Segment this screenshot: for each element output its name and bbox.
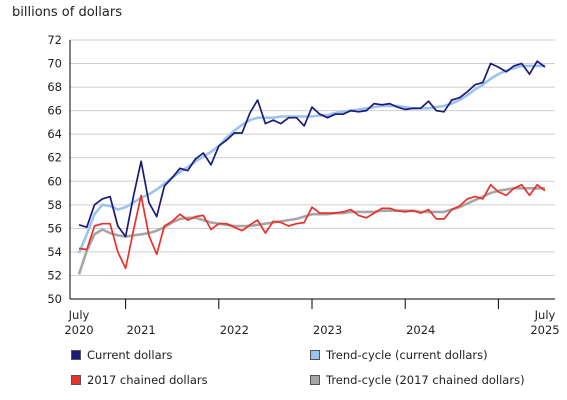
legend-label: Trend-cycle (current dollars) bbox=[326, 348, 488, 362]
y-tick-label: 56 bbox=[47, 221, 62, 235]
x-tick-label: 2020 bbox=[64, 323, 93, 337]
y-tick-label: 66 bbox=[47, 104, 62, 118]
y-tick-label: 62 bbox=[47, 151, 62, 165]
legend-item-current-dollars: Current dollars bbox=[71, 348, 172, 362]
legend-label: 2017 chained dollars bbox=[87, 373, 208, 387]
x-tick-label: 2025 bbox=[530, 323, 559, 337]
x-tick-label: 2024 bbox=[406, 323, 435, 337]
y-tick-label: 72 bbox=[47, 33, 62, 47]
x-tick-label: 2023 bbox=[313, 323, 342, 337]
legend-item-chained-dollars: 2017 chained dollars bbox=[71, 373, 208, 387]
x-tick-label: July bbox=[534, 308, 556, 322]
legend-label: Trend-cycle (2017 chained dollars) bbox=[326, 373, 525, 387]
legend-swatch bbox=[310, 350, 320, 360]
y-tick-label: 60 bbox=[47, 174, 62, 188]
legend-swatch bbox=[71, 375, 81, 385]
series-line bbox=[78, 183, 546, 270]
legend-label: Current dollars bbox=[87, 348, 173, 362]
y-tick-label: 50 bbox=[47, 292, 62, 306]
y-tick-label: 70 bbox=[47, 57, 62, 71]
x-tick-label: 2021 bbox=[126, 323, 155, 337]
series-line bbox=[77, 187, 545, 275]
legend-swatch bbox=[71, 350, 81, 360]
y-tick-label: 58 bbox=[47, 198, 62, 212]
x-tick-label: July bbox=[68, 308, 90, 322]
y-tick-label: 52 bbox=[47, 268, 62, 282]
y-axis: 50 52 54 56 58 60 62 64 66 68 70 72 bbox=[47, 33, 71, 306]
series-line bbox=[77, 64, 545, 254]
x-tick-label: 2022 bbox=[220, 323, 249, 337]
legend-item-trend-chained: Trend-cycle (2017 chained dollars) bbox=[310, 373, 525, 387]
gridlines bbox=[70, 39, 555, 300]
y-tick-label: 54 bbox=[47, 245, 62, 259]
legend-item-trend-current: Trend-cycle (current dollars) bbox=[310, 348, 488, 362]
y-axis-unit-label: billions of dollars bbox=[12, 5, 122, 20]
y-tick-label: 68 bbox=[47, 80, 62, 94]
series-line bbox=[78, 60, 546, 238]
legend: Current dollars Trend-cycle (current dol… bbox=[0, 340, 567, 400]
series-lines bbox=[77, 60, 546, 275]
y-tick-label: 64 bbox=[47, 127, 62, 141]
legend-swatch bbox=[310, 375, 320, 385]
